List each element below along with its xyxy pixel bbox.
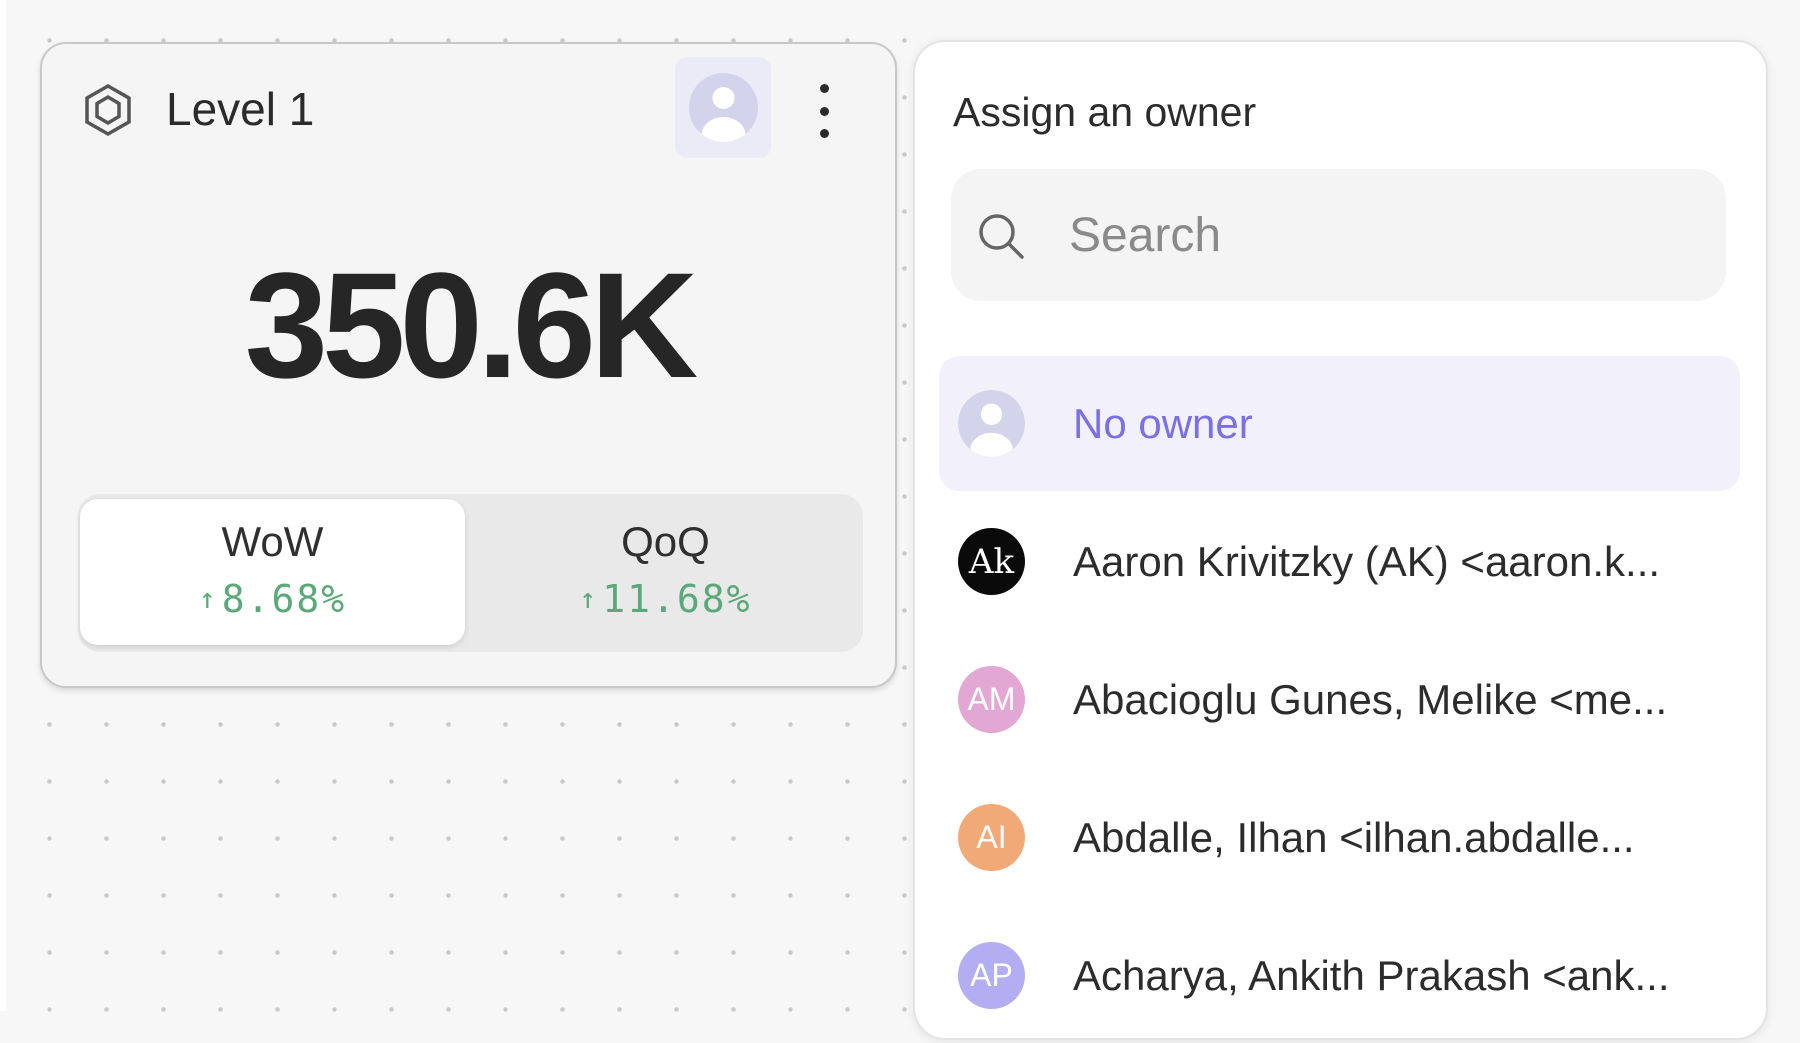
arrow-up-icon: ↑ [579, 582, 599, 615]
qoq-label: QoQ [621, 518, 710, 565]
user-avatar-icon [958, 390, 1025, 457]
more-options-icon[interactable] [812, 84, 836, 138]
wow-label: WoW [221, 518, 324, 565]
avatar: AI [958, 804, 1025, 871]
avatar: AM [958, 666, 1025, 733]
avatar: Ak [958, 528, 1025, 595]
avatar: AP [958, 942, 1025, 1009]
user-avatar-icon [688, 73, 758, 142]
canvas-edge [0, 0, 6, 1011]
dropdown-title: Assign an owner [953, 89, 1257, 135]
owner-option[interactable]: AI Abdalle, Ilhan <ilhan.abdalle... [939, 770, 1740, 905]
hexagon-icon [85, 83, 131, 137]
search-icon [979, 214, 1024, 259]
metric-value: 350.6K [244, 241, 699, 409]
tab-wow[interactable]: WoW ↑ 8.68% [80, 499, 465, 645]
option-label: Abacioglu Gunes, Melike <me... [1073, 676, 1668, 723]
option-label: Aaron Krivitzky (AK) <aaron.k... [1073, 538, 1661, 585]
search-field[interactable] [951, 169, 1726, 301]
assign-owner-button[interactable] [675, 57, 771, 158]
comparison-toggle[interactable]: WoW ↑ 8.68% QoQ ↑ 11.68% [78, 494, 863, 652]
card-title: Level 1 [166, 83, 315, 135]
owner-option[interactable]: AP Acharya, Ankith Prakash <ank... [939, 908, 1740, 1043]
search-input[interactable] [1069, 169, 1689, 301]
owner-option[interactable]: AM Abacioglu Gunes, Melike <me... [939, 632, 1740, 767]
owner-option[interactable]: Ak Aaron Krivitzky (AK) <aaron.k... [939, 494, 1740, 629]
option-label: Abdalle, Ilhan <ilhan.abdalle... [1073, 814, 1635, 861]
qoq-change: 11.68% [602, 577, 752, 621]
arrow-up-icon: ↑ [198, 582, 218, 615]
tab-qoq[interactable]: QoQ ↑ 11.68% [473, 499, 858, 645]
option-label: Acharya, Ankith Prakash <ank... [1073, 952, 1670, 999]
owner-option-none[interactable]: No owner [939, 356, 1740, 491]
wow-change: 8.68% [221, 577, 347, 621]
option-label: No owner [1073, 400, 1253, 447]
